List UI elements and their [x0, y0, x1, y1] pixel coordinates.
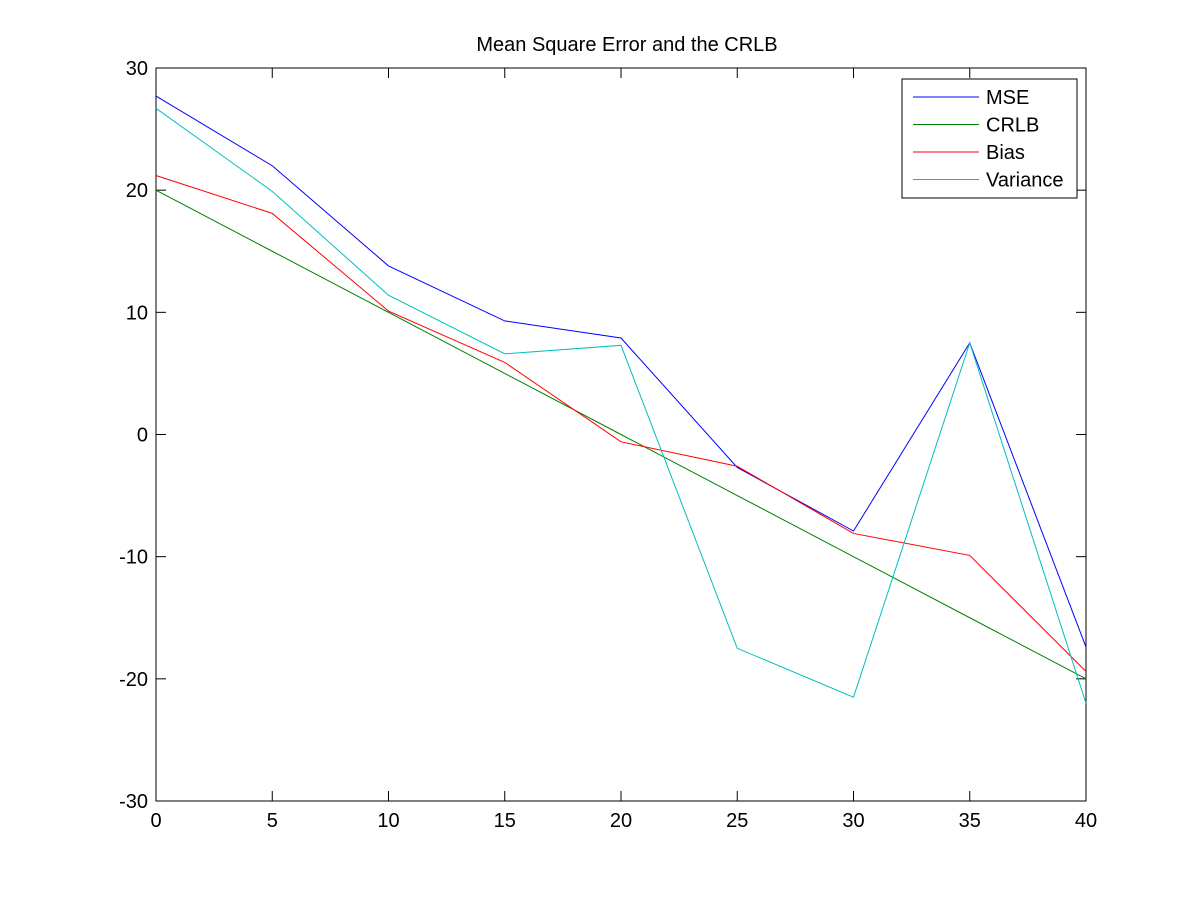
legend-label-bias: Bias [986, 142, 1025, 164]
x-tick-label: 20 [610, 810, 632, 832]
legend-label-mse: MSE [986, 87, 1029, 109]
series-line-mse [155, 95, 1087, 648]
y-tick-label: -30 [119, 791, 148, 813]
y-tick-label: 10 [126, 302, 148, 324]
y-tick-label: 0 [137, 425, 148, 447]
y-tick-label: -20 [119, 669, 148, 691]
y-tick-label: 20 [126, 180, 148, 202]
legend-label-crlb: CRLB [986, 115, 1039, 137]
x-tick-label: 0 [150, 810, 161, 832]
chart-title: Mean Square Error and the CRLB [476, 34, 777, 56]
series-line-bias [155, 175, 1087, 672]
x-tick-label: 10 [377, 810, 399, 832]
x-tick-label: 30 [842, 810, 864, 832]
y-tick-label: -10 [119, 547, 148, 569]
legend-label-variance: Variance [986, 170, 1063, 192]
legend-box [901, 78, 1078, 199]
series-line-variance [155, 107, 1087, 704]
x-tick-label: 35 [959, 810, 981, 832]
x-tick-label: 5 [267, 810, 278, 832]
x-tick-label: 25 [726, 810, 748, 832]
x-tick-label: 15 [494, 810, 516, 832]
y-tick-label: 30 [126, 58, 148, 80]
x-tick-label: 40 [1075, 810, 1097, 832]
series-line-crlb [155, 189, 1087, 680]
plot-area: 0 5 10 15 20 25 30 35 40 -30 -20 -10 0 10 20 30 MSE CRLB B… [119, 58, 1097, 832]
